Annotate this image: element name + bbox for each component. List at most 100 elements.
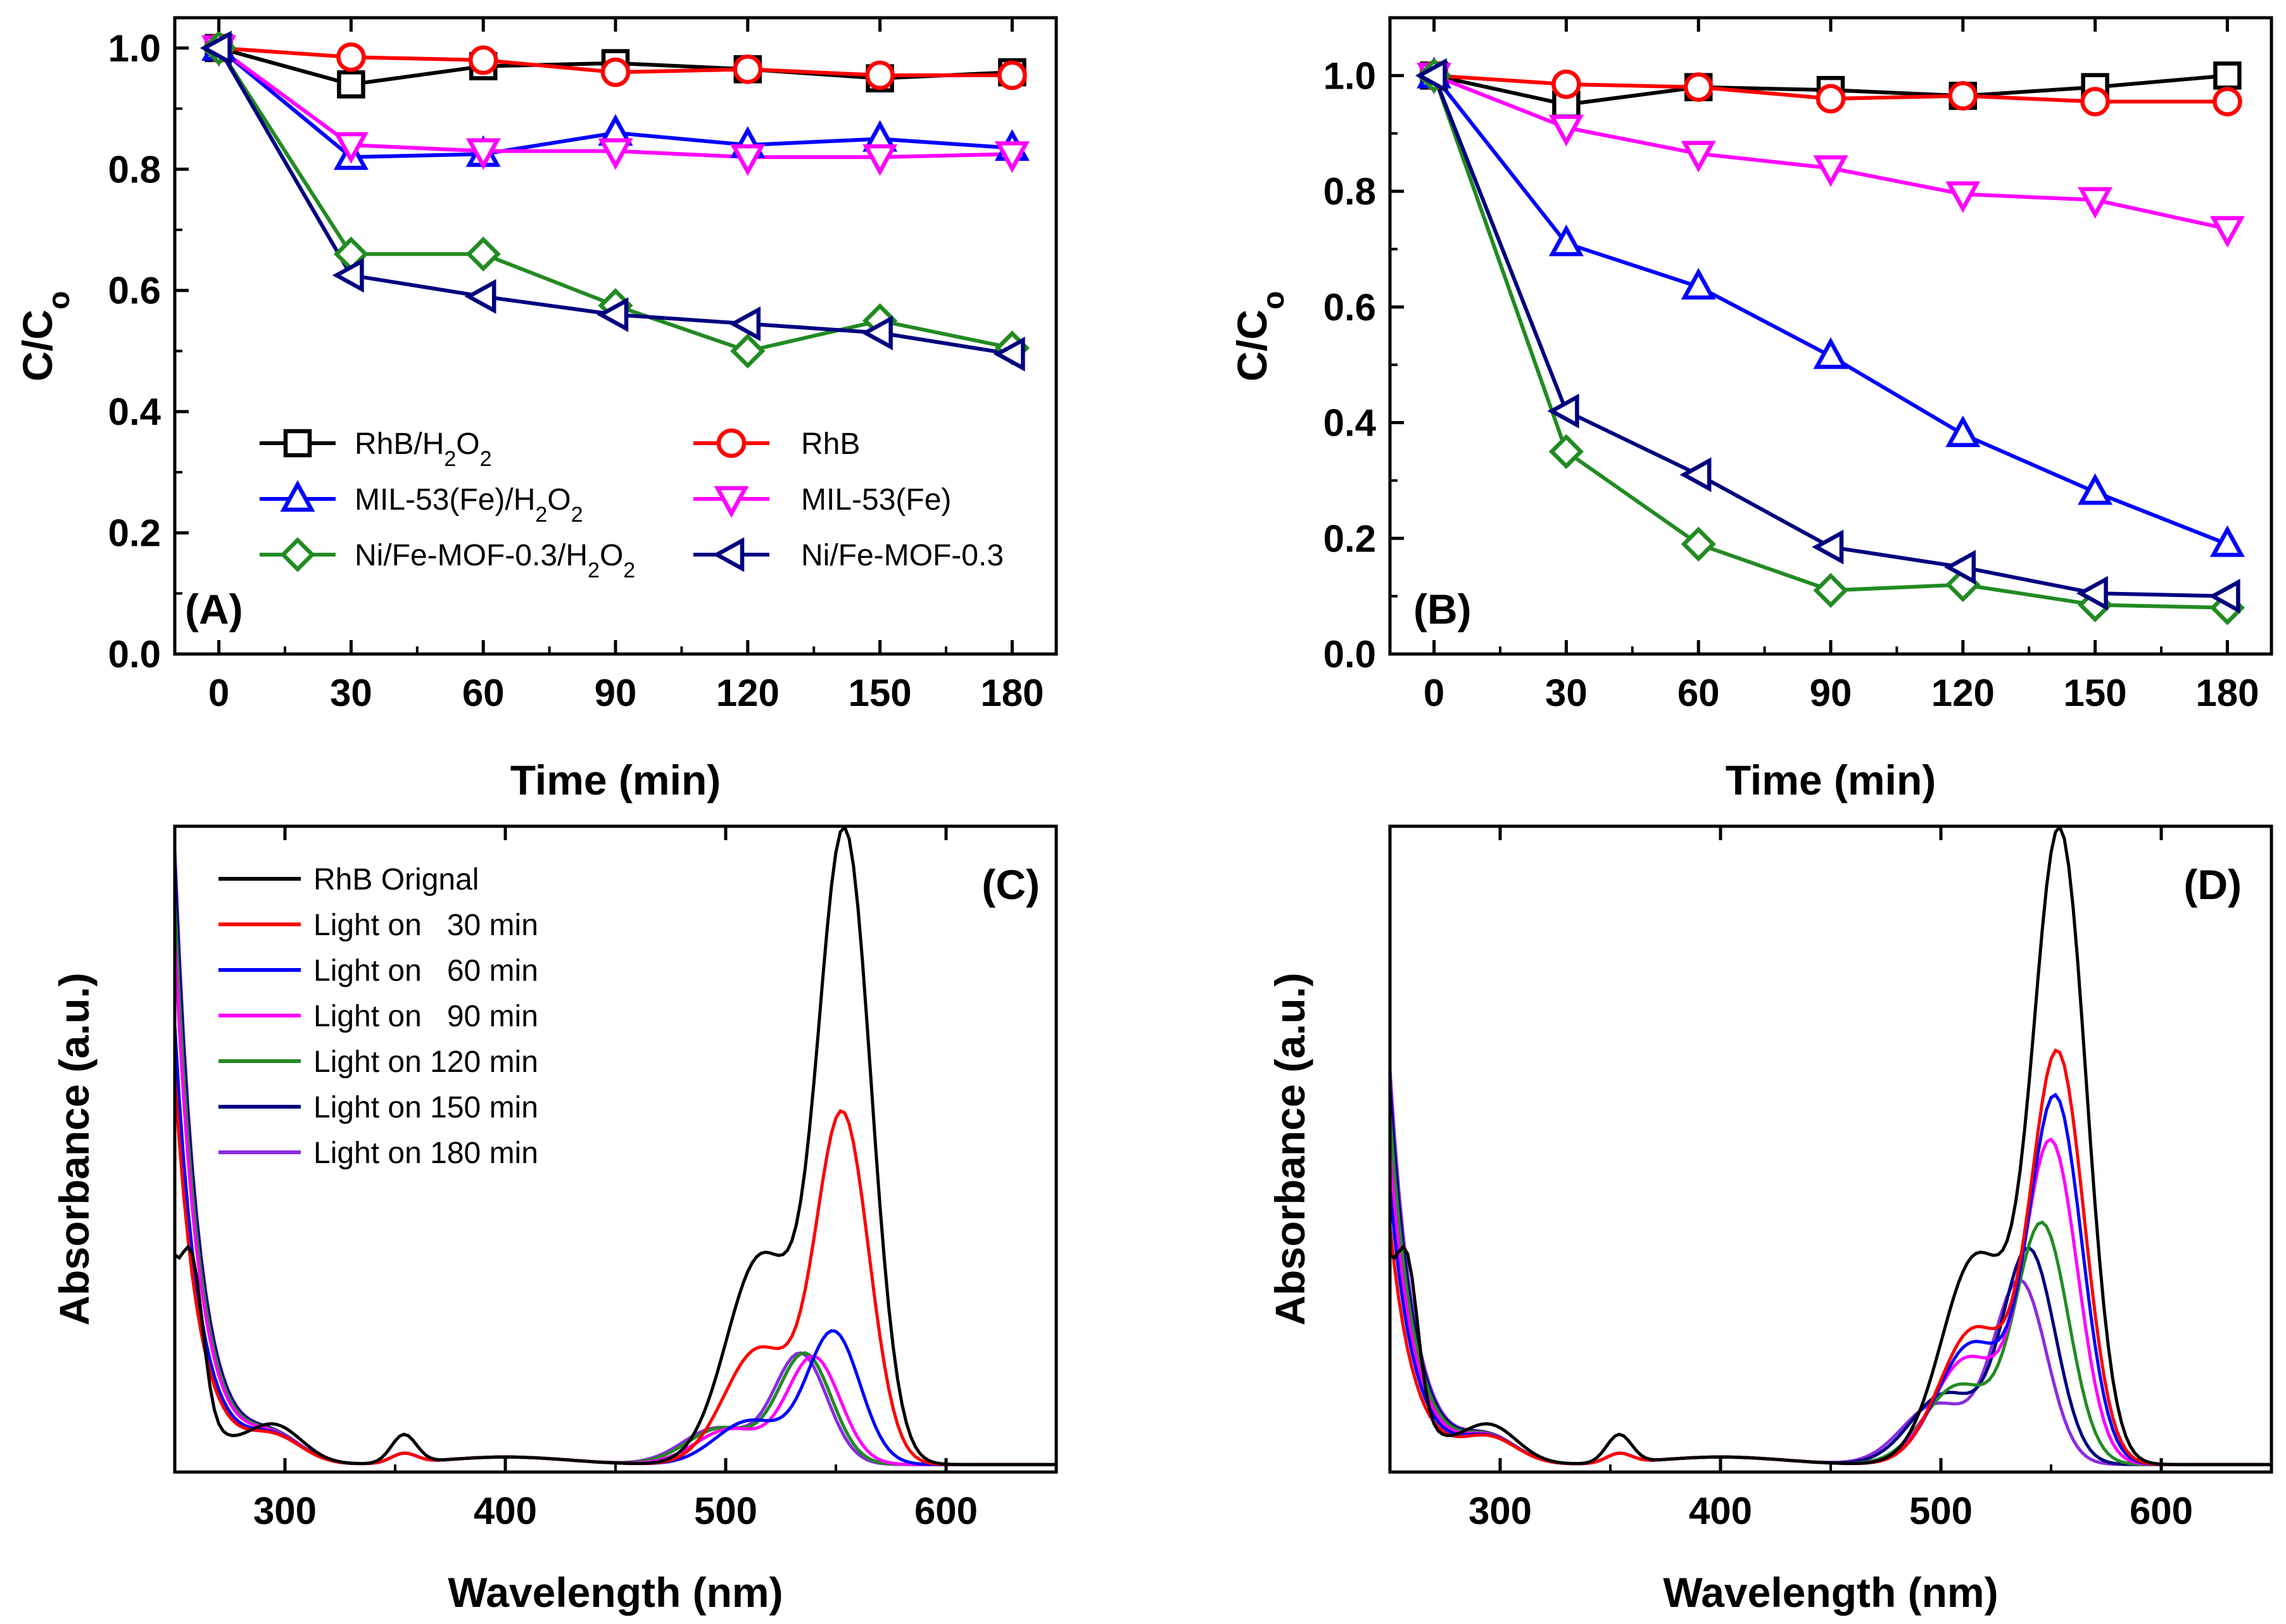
x-axis-title-c: Wavelength (nm) bbox=[448, 1569, 783, 1616]
legend-marker bbox=[716, 428, 747, 458]
y-axis-title-d: Absorbance (a.u.) bbox=[1266, 973, 1313, 1325]
legend-label: Ni/Fe-MOF-0.3/H2O2 bbox=[355, 539, 635, 582]
x-tick-label: 600 bbox=[2130, 1490, 2193, 1532]
x-tick-label: 500 bbox=[1909, 1490, 1973, 1532]
x-tick-label: 500 bbox=[694, 1490, 757, 1532]
data-point bbox=[1945, 181, 1981, 213]
data-point bbox=[337, 70, 365, 99]
x-tick-label: 60 bbox=[462, 672, 505, 714]
y-tick-label: 0.8 bbox=[108, 148, 161, 191]
spectrum-line bbox=[1390, 1048, 2271, 1466]
legend-label: RhB Orignal bbox=[313, 863, 479, 897]
x-tick-label: 400 bbox=[474, 1490, 537, 1532]
spectrum-line bbox=[175, 850, 1056, 1466]
data-point bbox=[2076, 576, 2108, 611]
panel-label-a: (A) bbox=[185, 586, 243, 633]
data-point bbox=[464, 279, 496, 314]
x-tick-label: 150 bbox=[849, 672, 912, 714]
data-point bbox=[1944, 550, 1976, 585]
panel-b: 0 30 60 90 120 150 180 0.0 0.2 0.4 0.6 0.8 1.0 (B) T… bbox=[1228, 16, 2273, 803]
legend-c: RhB Orignal Light on 30 min Light on 60 mi… bbox=[218, 863, 538, 1170]
data-point bbox=[993, 336, 1025, 372]
legend-marker bbox=[283, 429, 312, 458]
y-tick-label: 0.0 bbox=[108, 633, 161, 676]
x-tick-label: 300 bbox=[253, 1490, 317, 1532]
x-axis-title-b: Time (min) bbox=[1726, 757, 1936, 803]
data-point bbox=[2208, 579, 2240, 614]
x-tick-label: 30 bbox=[1545, 672, 1588, 714]
y-tick-label: 0.4 bbox=[108, 391, 161, 433]
data-point bbox=[865, 60, 895, 91]
legend-label: Light on 150 min bbox=[313, 1091, 538, 1124]
data-point bbox=[1548, 115, 1584, 147]
y-axis-title-c: Absorbance (a.u.) bbox=[51, 973, 98, 1325]
x-axis-title-a: Time (min) bbox=[510, 757, 721, 803]
spectrum-line bbox=[175, 862, 1056, 1466]
data-point bbox=[1813, 155, 1848, 187]
legend-label: MIL-53(Fe) bbox=[801, 483, 951, 517]
data-point bbox=[1816, 84, 1846, 114]
x-axis-title-d: Wavelength (nm) bbox=[1663, 1569, 1998, 1616]
data-point bbox=[1681, 526, 1716, 562]
legend-marker bbox=[280, 480, 315, 512]
data-point bbox=[861, 315, 893, 351]
y-tick-label: 0.0 bbox=[1323, 633, 1376, 676]
x-tick-label: 400 bbox=[1689, 1490, 1752, 1532]
data-point bbox=[465, 138, 501, 170]
spectrum-line bbox=[1390, 1069, 2271, 1466]
y-tick-label: 0.2 bbox=[1323, 517, 1376, 560]
data-point bbox=[2213, 87, 2242, 116]
spectrum-line bbox=[1390, 826, 2271, 1466]
legend-label: Light on 60 min bbox=[313, 954, 538, 988]
y-tick-label: 0.2 bbox=[108, 512, 161, 555]
data-point bbox=[2080, 87, 2110, 116]
panel-label-c: (C) bbox=[982, 861, 1040, 908]
x-tick-label: 0 bbox=[208, 672, 229, 714]
data-point bbox=[199, 30, 232, 66]
panel-label-b: (B) bbox=[1413, 586, 1472, 633]
data-point bbox=[997, 60, 1027, 91]
y-tick-label: 0.6 bbox=[108, 270, 161, 312]
x-tick-label: 90 bbox=[1810, 672, 1852, 714]
y-axis-title-b: C/Co bbox=[1228, 291, 1291, 382]
data-point bbox=[1681, 141, 1716, 173]
spectrum-line bbox=[175, 1075, 1056, 1466]
data-point bbox=[1547, 393, 1579, 429]
y-tick-label: 0.6 bbox=[1323, 286, 1376, 329]
legend-label: MIL-53(Fe)/H2O2 bbox=[355, 483, 583, 527]
spectrum-line bbox=[175, 938, 1056, 1466]
legend-label: Light on 90 min bbox=[313, 1000, 538, 1033]
y-tick-label: 1.0 bbox=[108, 27, 161, 70]
data-point bbox=[2078, 187, 2113, 219]
data-point bbox=[1681, 268, 1716, 300]
data-point bbox=[1548, 434, 1584, 469]
data-point bbox=[2209, 525, 2245, 557]
y-tick-label: 1.0 bbox=[1323, 54, 1376, 97]
panel-c: 300 400 500 600 (C) Wavelength (nm) Absorba… bbox=[51, 824, 1058, 1616]
x-tick-label: 150 bbox=[2064, 672, 2127, 714]
data-point bbox=[465, 236, 501, 272]
data-point bbox=[332, 258, 364, 293]
x-tick-label: 120 bbox=[716, 672, 780, 714]
spectrum-line bbox=[175, 900, 1056, 1466]
spectrum-line bbox=[175, 1025, 1056, 1466]
data-point bbox=[1948, 81, 1978, 111]
legend-label: Ni/Fe-MOF-0.3 bbox=[801, 539, 1004, 572]
data-point bbox=[1551, 69, 1581, 99]
x-tick-label: 90 bbox=[595, 672, 637, 714]
x-tick-label: 600 bbox=[914, 1490, 978, 1532]
data-point bbox=[2078, 473, 2113, 505]
x-tick-label: 60 bbox=[1677, 672, 1720, 714]
x-tick-label: 180 bbox=[2195, 672, 2259, 714]
data-point bbox=[729, 306, 761, 341]
y-tick-label: 0.8 bbox=[1323, 170, 1376, 213]
spectrum-line bbox=[1390, 1092, 2271, 1466]
spectrum-line bbox=[1390, 1113, 2271, 1466]
data-point bbox=[1683, 72, 1714, 102]
x-tick-label: 0 bbox=[1424, 672, 1444, 714]
data-point bbox=[1415, 58, 1447, 93]
x-tick-label: 180 bbox=[980, 672, 1044, 714]
legend-marker bbox=[714, 486, 749, 518]
spectrum-line bbox=[1390, 1088, 2271, 1466]
legend-marker bbox=[712, 537, 745, 572]
